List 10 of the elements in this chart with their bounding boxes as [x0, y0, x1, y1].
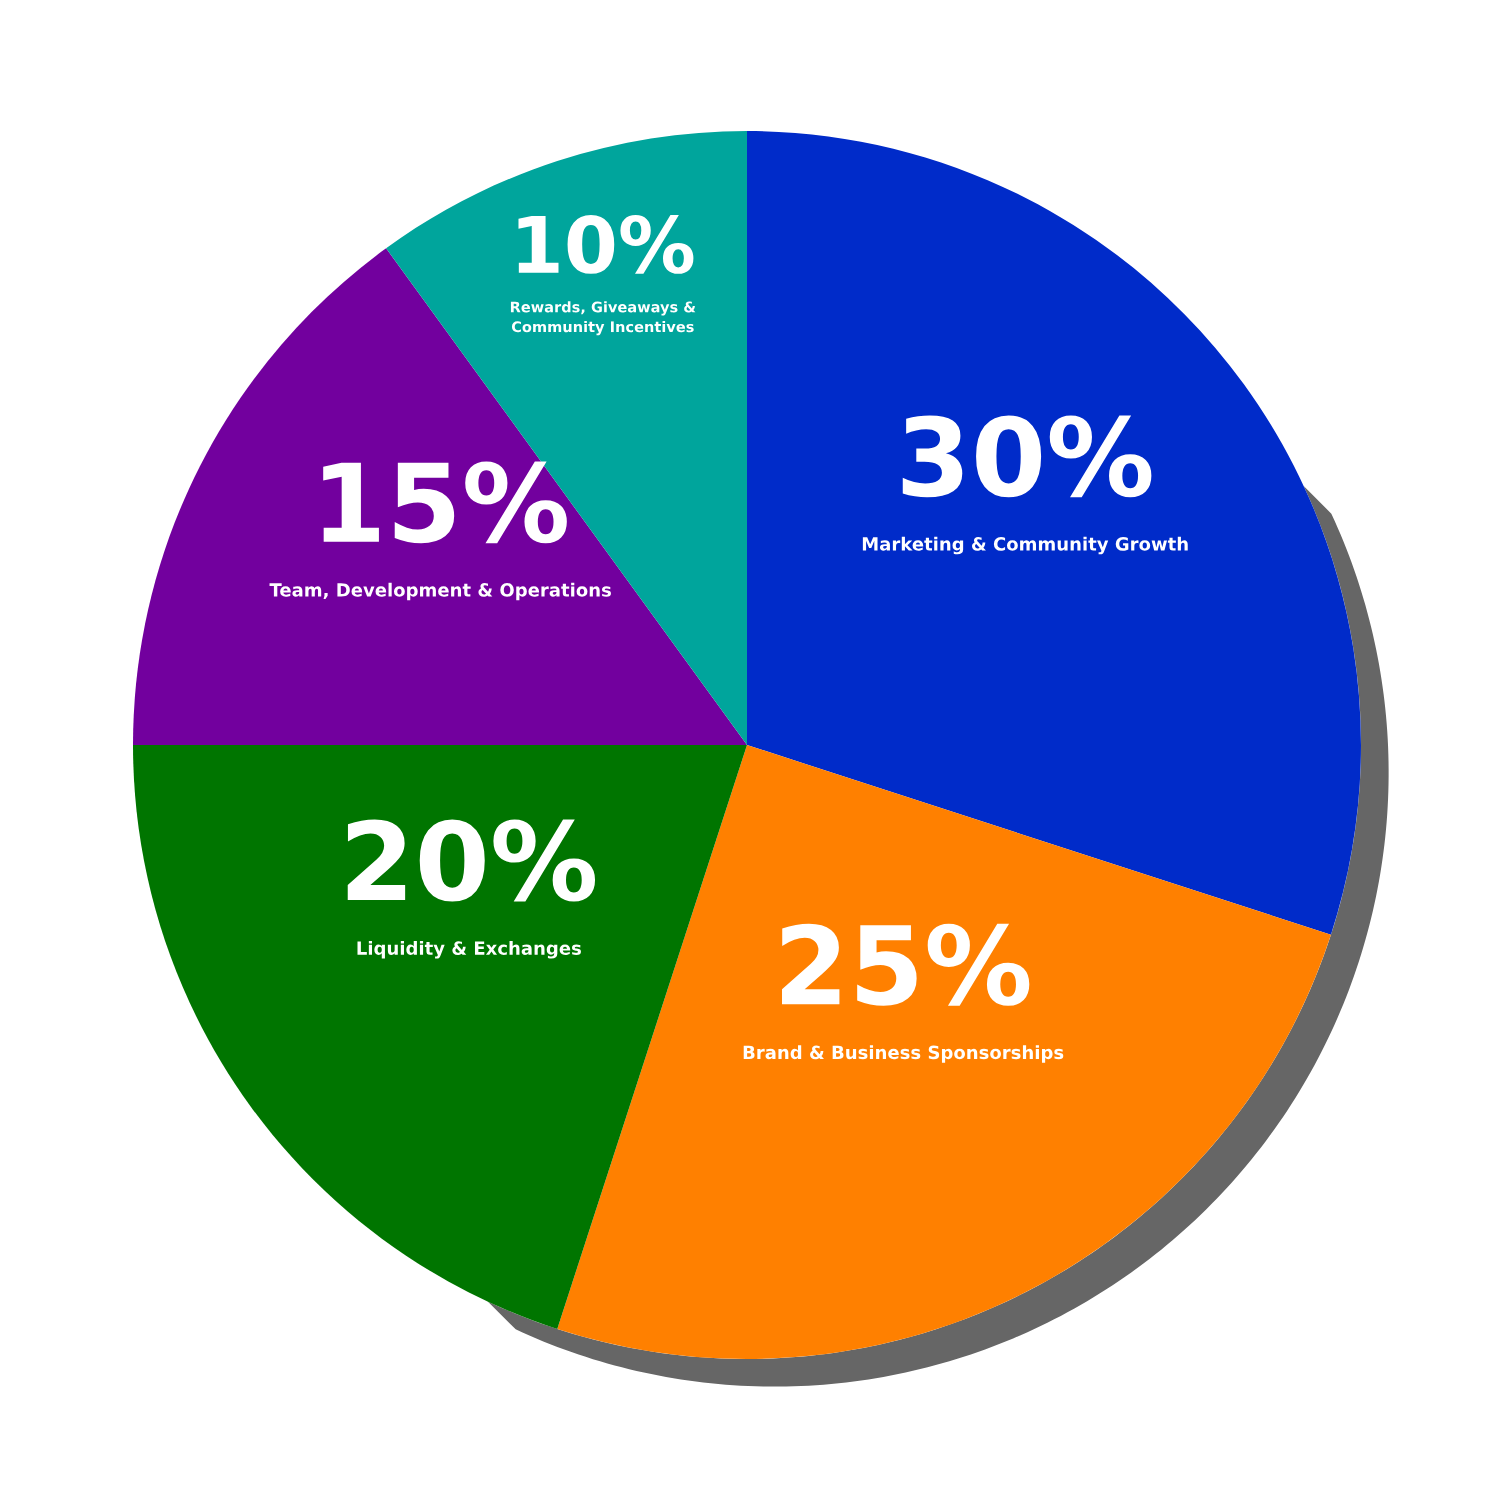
data-label: 30% — [902, 415, 1152, 498]
slice-label: Liquidity & Exchanges — [357, 940, 581, 959]
slice-label: Team, Development & Operations — [269, 582, 611, 601]
slice-label: Rewards, Giveaways & Community Incentives — [510, 301, 696, 336]
slice-label: Brand & Business Sponsorships — [743, 1045, 1064, 1063]
data-label: 20% — [347, 819, 596, 902]
data-label: 15% — [323, 461, 567, 544]
data-label: 25% — [782, 923, 1030, 1006]
slice-label: Marketing & Community Growth — [862, 536, 1188, 555]
data-label: 10% — [518, 215, 694, 274]
